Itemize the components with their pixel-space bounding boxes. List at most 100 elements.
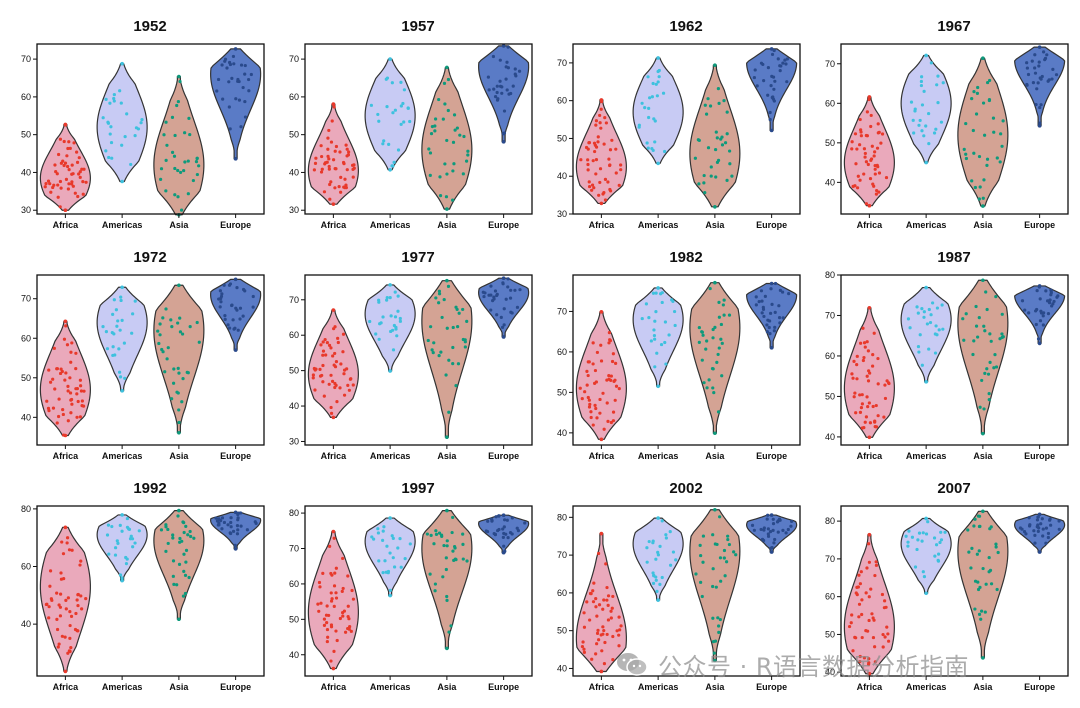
data-point bbox=[176, 321, 180, 325]
data-point bbox=[769, 311, 773, 315]
data-point bbox=[611, 658, 615, 662]
data-point bbox=[451, 362, 455, 366]
data-point bbox=[236, 328, 240, 332]
data-point bbox=[236, 77, 240, 82]
data-point bbox=[464, 159, 469, 163]
data-point bbox=[994, 542, 998, 546]
violin-panel-1967: 1967 40 50 60 70 Africa Americas Asia Europe bbox=[808, 12, 1076, 242]
data-point bbox=[595, 642, 599, 646]
data-point bbox=[67, 182, 71, 186]
data-point bbox=[583, 390, 587, 394]
data-point bbox=[172, 582, 176, 587]
data-point bbox=[164, 549, 168, 553]
y-tick-label: 50 bbox=[557, 626, 567, 636]
data-point bbox=[855, 592, 859, 597]
data-point bbox=[501, 281, 505, 285]
y-tick-label: 30 bbox=[557, 209, 567, 219]
data-point bbox=[1049, 288, 1053, 292]
y-tick-label: 60 bbox=[825, 592, 835, 602]
data-point bbox=[351, 597, 356, 601]
plot-frame bbox=[840, 43, 1069, 215]
data-point bbox=[122, 341, 126, 345]
data-point bbox=[437, 97, 441, 102]
y-tick-label: 70 bbox=[21, 54, 31, 64]
data-point bbox=[961, 317, 965, 321]
data-point bbox=[346, 383, 350, 387]
data-point bbox=[433, 129, 437, 133]
data-point bbox=[513, 67, 517, 71]
data-point bbox=[716, 87, 720, 91]
y-tick-label: 70 bbox=[21, 294, 31, 304]
data-point bbox=[778, 288, 782, 292]
data-point bbox=[179, 170, 183, 175]
data-point bbox=[388, 168, 392, 172]
data-point bbox=[711, 533, 715, 537]
data-point bbox=[215, 89, 219, 93]
data-point bbox=[906, 317, 911, 321]
data-point bbox=[602, 662, 607, 666]
data-point bbox=[866, 379, 871, 383]
data-point bbox=[940, 303, 944, 307]
data-point bbox=[177, 508, 181, 513]
data-point bbox=[725, 560, 729, 564]
data-point bbox=[987, 555, 991, 560]
data-point bbox=[988, 332, 992, 336]
y-tick-label: 40 bbox=[557, 171, 567, 181]
y-tick-label: 70 bbox=[289, 295, 299, 305]
data-point bbox=[64, 607, 68, 611]
data-point bbox=[884, 605, 888, 609]
data-point bbox=[973, 607, 977, 611]
data-point bbox=[588, 402, 592, 406]
data-point bbox=[506, 45, 510, 49]
data-point bbox=[328, 197, 332, 201]
data-point bbox=[447, 630, 451, 634]
data-point bbox=[719, 337, 723, 341]
data-point bbox=[177, 430, 181, 435]
data-point bbox=[769, 281, 774, 286]
data-point bbox=[499, 315, 503, 319]
data-point bbox=[1033, 533, 1037, 537]
data-point bbox=[447, 410, 451, 414]
data-point bbox=[319, 170, 324, 174]
violin-asia bbox=[957, 510, 1009, 659]
data-point bbox=[716, 352, 720, 357]
data-point bbox=[433, 117, 438, 121]
data-point bbox=[1000, 312, 1004, 316]
data-point bbox=[601, 391, 605, 395]
data-point bbox=[318, 374, 323, 378]
data-point bbox=[498, 79, 502, 83]
data-point bbox=[442, 81, 447, 85]
data-point bbox=[392, 160, 396, 164]
data-point bbox=[932, 536, 937, 540]
data-point bbox=[590, 183, 595, 187]
data-point bbox=[964, 312, 968, 316]
data-point bbox=[776, 57, 780, 61]
data-point bbox=[173, 133, 177, 138]
data-point bbox=[444, 195, 449, 199]
data-point bbox=[856, 174, 860, 178]
data-point bbox=[999, 132, 1003, 136]
data-point bbox=[338, 150, 342, 154]
data-point bbox=[125, 112, 129, 116]
data-point bbox=[972, 90, 976, 94]
data-point bbox=[218, 289, 222, 293]
data-point bbox=[1051, 67, 1055, 72]
y-tick-label: 60 bbox=[825, 351, 835, 361]
data-point bbox=[591, 341, 595, 345]
data-point bbox=[465, 559, 469, 563]
data-point bbox=[230, 76, 234, 80]
data-point bbox=[700, 358, 704, 362]
data-point bbox=[1046, 531, 1051, 536]
data-point bbox=[434, 296, 438, 300]
data-point bbox=[773, 281, 778, 286]
data-point bbox=[1039, 311, 1044, 315]
data-point bbox=[164, 523, 168, 527]
data-point bbox=[593, 403, 597, 407]
x-category-label: Africa bbox=[53, 682, 80, 692]
x-category-label: Americas bbox=[638, 682, 679, 692]
data-point bbox=[929, 313, 933, 317]
data-point bbox=[120, 318, 124, 322]
data-point bbox=[728, 162, 732, 166]
data-point bbox=[172, 381, 176, 385]
watermark-text: 公众号 · R语言数据分析指南 bbox=[658, 652, 970, 681]
